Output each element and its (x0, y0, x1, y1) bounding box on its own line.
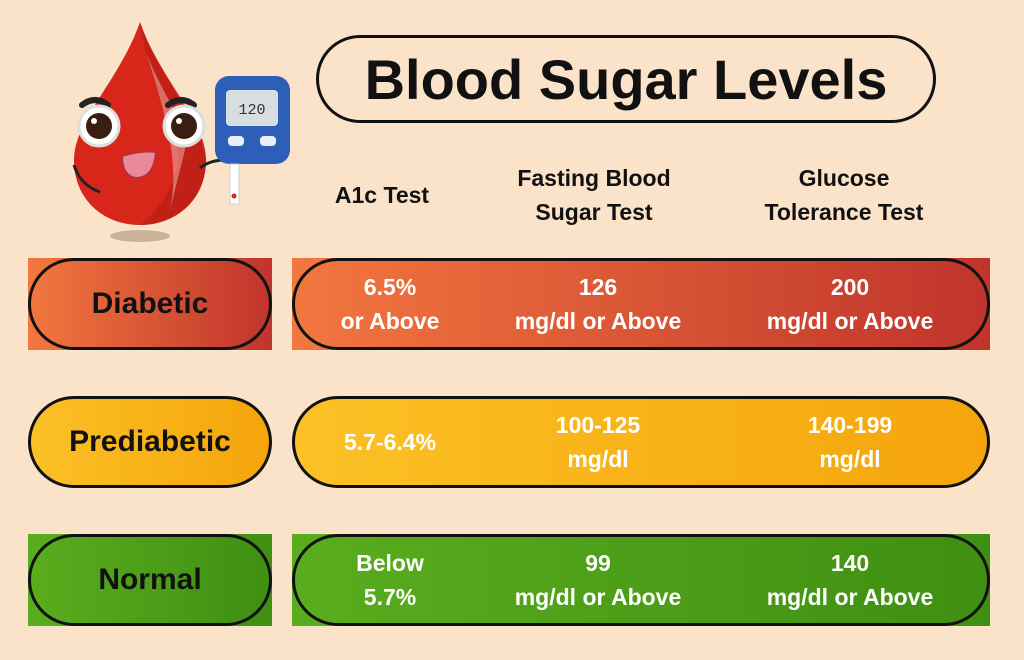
table-cell: 100-125 mg/dl (488, 396, 708, 488)
row-label: Normal (98, 563, 202, 596)
cell-line: mg/dl or Above (514, 584, 682, 610)
cell-line: mg/dl (819, 446, 881, 472)
cell-line: 126 (578, 274, 618, 300)
column-header-line: A1c Test (334, 182, 430, 208)
cell-line: 100-125 (555, 412, 641, 438)
table-cell: 140 mg/dl or Above (740, 534, 960, 626)
table-cell: 99 mg/dl or Above (488, 534, 708, 626)
meter-reading: 120 (238, 102, 265, 119)
column-header-a1c: A1c Test (272, 160, 492, 230)
table-cell: 126 mg/dl or Above (488, 258, 708, 350)
cell-line: 200 (830, 274, 870, 300)
table-cell: 6.5% or Above (280, 258, 500, 350)
cell-line: mg/dl or Above (766, 308, 934, 334)
shadow (110, 230, 170, 242)
glucose-meter-icon: 120 (215, 76, 290, 205)
row-label: Prediabetic (69, 425, 231, 458)
row-values-pill (292, 534, 990, 626)
cell-line: Below (356, 550, 424, 576)
table-cell: 5.7-6.4% (280, 396, 500, 488)
cell-line: 5.7-6.4% (343, 429, 437, 455)
column-header-glucose-tolerance: Glucose Tolerance Test (734, 160, 954, 230)
row-label-pill: Prediabetic (28, 396, 272, 488)
cell-line: mg/dl (567, 446, 629, 472)
cell-line: 6.5% (363, 274, 417, 300)
row-values-background (292, 258, 990, 350)
row-label-pill: Normal (28, 534, 272, 626)
column-header-line: Tolerance Test (764, 199, 924, 225)
cell-line: mg/dl or Above (766, 584, 934, 610)
table-cell: 200 mg/dl or Above (740, 258, 960, 350)
cell-line: 99 (585, 550, 611, 576)
column-header-line: Fasting Blood (517, 165, 671, 191)
blood-drop-mascot-illustration: 120 (72, 22, 290, 242)
row-values-pill (292, 258, 990, 350)
row-values-pill (292, 396, 990, 488)
column-header-line: Glucose (798, 165, 890, 191)
table-cell: 140-199 mg/dl (740, 396, 960, 488)
page-title: Blood Sugar Levels (316, 35, 936, 123)
row-label: Diabetic (91, 287, 209, 320)
cell-line: or Above (340, 308, 440, 334)
cell-line: 140-199 (807, 412, 893, 438)
column-header-line: Sugar Test (535, 199, 653, 225)
column-header-fasting: Fasting Blood Sugar Test (484, 160, 704, 230)
row-label-pill: Diabetic (28, 258, 272, 350)
blood-drop-icon (74, 22, 206, 225)
cell-line: 140 (830, 550, 870, 576)
table-cell: Below 5.7% (280, 534, 500, 626)
cell-line: mg/dl or Above (514, 308, 682, 334)
cell-line: 5.7% (363, 584, 417, 610)
row-values-background (292, 534, 990, 626)
